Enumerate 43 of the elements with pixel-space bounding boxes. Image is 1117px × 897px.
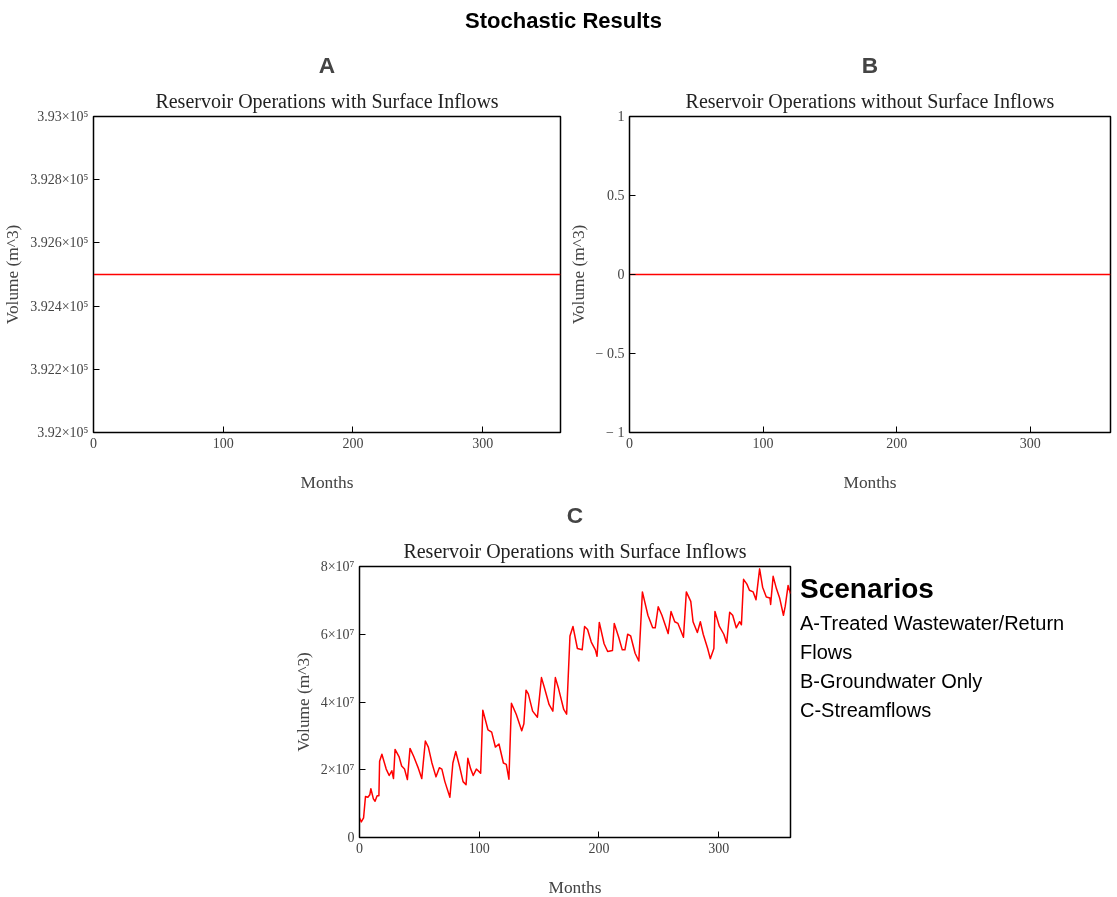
y-tick-label: 3.93×10⁵	[37, 109, 89, 124]
text: Scenarios	[800, 572, 935, 606]
chart-subtitle: Reservoir Operations with Surface Inflows	[403, 539, 747, 563]
x-axis-title: Months	[300, 472, 354, 492]
y-tick-label: 3.928×10⁵	[30, 172, 89, 188]
y-tick-label: 0.5	[607, 188, 625, 203]
y-tick-label: 0	[617, 267, 625, 282]
x-tick-label: 100	[212, 435, 234, 451]
y-tick-label: 4×10⁷	[320, 694, 355, 710]
x-tick-label: 100	[752, 435, 774, 451]
y-tick-label: 3.926×10⁵	[30, 235, 89, 251]
x-axis-title: Months	[548, 877, 602, 897]
y-tick-label: − 1	[606, 425, 625, 440]
chart-title: A	[318, 51, 336, 78]
y-axis-title: Volume (m^3)	[293, 651, 313, 752]
y-tick-label: 0	[347, 830, 355, 845]
y-tick-label: 3.92×10⁵	[37, 425, 89, 440]
y-tick-label: 1	[617, 109, 625, 124]
x-tick-label: 300	[1019, 435, 1041, 451]
y-tick-label: − 0.5	[595, 346, 625, 361]
text: A-Treated Wastewater/Return Flows	[800, 611, 1066, 665]
chart-title: B	[861, 51, 879, 78]
chart-subtitle: Reservoir Operations without Surface Inflows	[685, 89, 1055, 113]
text: B-Groundwater Only	[800, 669, 984, 694]
x-tick-label: 200	[342, 435, 364, 451]
x-tick-label: 200	[886, 435, 908, 451]
x-tick-label: 200	[588, 840, 610, 856]
y-tick-label: 8×10⁷	[320, 559, 355, 574]
x-tick-label: 100	[468, 840, 490, 856]
chart-title: C	[566, 501, 584, 528]
line-series	[359, 568, 791, 823]
y-axis-title: Volume (m^3)	[3, 224, 23, 325]
chart-subtitle: Reservoir Operations with Surface Inflows	[155, 89, 499, 113]
text: C-Streamflows	[800, 698, 933, 723]
y-axis-title: Volume (m^3)	[568, 224, 588, 325]
x-tick-label: 300	[708, 840, 730, 856]
y-tick-label: 3.924×10⁵	[30, 298, 89, 314]
x-tick-label: 300	[472, 435, 494, 451]
x-axis-title: Months	[843, 472, 897, 492]
text: Stochastic Results	[465, 7, 662, 35]
y-tick-label: 6×10⁷	[320, 626, 355, 642]
y-tick-label: 3.922×10⁵	[30, 361, 89, 377]
y-tick-label: 2×10⁷	[320, 762, 355, 778]
